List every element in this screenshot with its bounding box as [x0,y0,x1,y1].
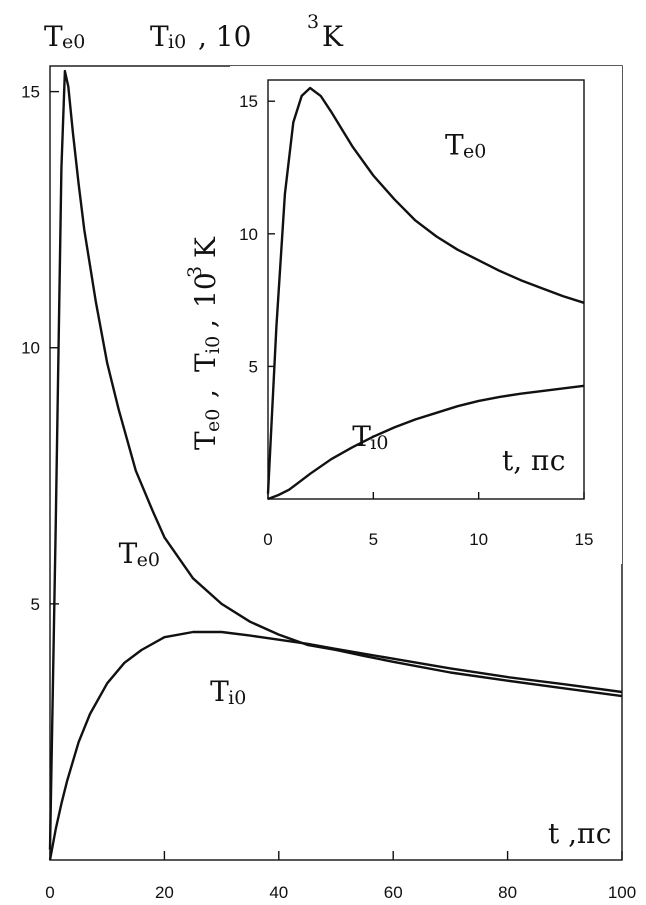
inset-xtick-label-2: 10 [469,530,488,549]
main-series-ti0-label-sub: i0 [228,687,246,709]
inset-series-ti0-label-main: T [352,420,371,453]
inset-plot-frame [267,79,585,500]
title-units-k: K [322,20,344,53]
main-xtick-label-1: 20 [155,883,174,902]
inset-series-te0-label-main: T [445,128,464,161]
inset-ylabel-ti-main: T [189,353,222,372]
header-title: T e0 T i0 , 10 3 K [44,11,344,53]
main-series-ti0-label-main: T [210,675,229,708]
title-ti-sub: i0 [168,31,186,53]
title-units: , 10 [198,20,251,53]
main-series-te0-line [48,69,623,850]
inset-ylabel-units-sup: 3 [184,266,206,278]
main-xtick-label-4: 80 [498,883,517,902]
inset-series-ti0-line [267,384,585,501]
inset-xtick-label-1: 5 [369,530,378,549]
inset-ylabel-comma-2: , [189,319,222,328]
main-series-te0-label-main: T [119,537,138,570]
inset-ytick-label-1: 10 [239,225,258,244]
inset-series-te0-label-sub: e0 [463,140,486,162]
inset-series-te0-line [266,86,585,494]
main-ytick-label-2: 15 [21,83,40,102]
inset-ylabel-comma-1: , [189,389,222,398]
inset-ylabel-units: 10 [189,272,222,308]
title-te-sub: e0 [62,31,85,53]
main-xtick-label-5: 100 [608,883,636,902]
inset-ylabel-te-sub: e0 [202,409,224,432]
inset-ytick-label-0: 5 [249,357,258,376]
inset-xlabel: t, пс [502,444,565,477]
main-series-ti0-line [48,630,623,861]
inset-ylabel-te-main: T [189,431,222,450]
main-xtick-label-0: 0 [45,883,54,902]
inset-xtick-label-0: 0 [263,530,272,549]
title-units-sup: 3 [307,11,319,33]
inset-ylabel-units-k: K [189,236,222,258]
inset-series-ti0-label-sub: i0 [370,432,388,454]
title-te-main: T [44,20,63,53]
inset-background [230,66,622,564]
inset-ylabel-ti-sub: i0 [202,336,224,354]
main-ytick-label-0: 5 [31,595,40,614]
main-ytick-label-1: 10 [21,339,40,358]
main-series-te0-label-sub: e0 [137,549,160,571]
main-xlabel: t ,пс [548,817,611,850]
inset-ytick-label-2: 15 [239,92,258,111]
title-ti-main: T [150,20,169,53]
inset-ylabel: T e0 , T i0 , 10 3 K [184,236,224,450]
main-xtick-label-3: 60 [384,883,403,902]
inset-xtick-label-3: 15 [575,530,594,549]
main-xtick-label-2: 40 [269,883,288,902]
